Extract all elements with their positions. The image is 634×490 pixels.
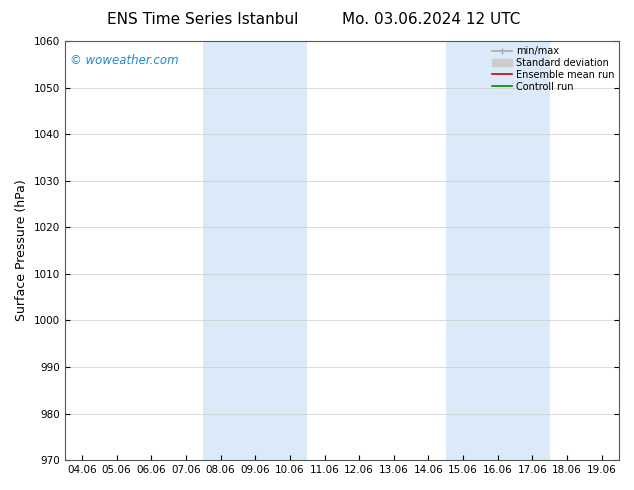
Text: © woweather.com: © woweather.com <box>70 53 179 67</box>
Y-axis label: Surface Pressure (hPa): Surface Pressure (hPa) <box>15 180 28 321</box>
Legend: min/max, Standard deviation, Ensemble mean run, Controll run: min/max, Standard deviation, Ensemble me… <box>489 43 617 95</box>
Bar <box>446 41 550 460</box>
Bar <box>204 41 307 460</box>
Text: ENS Time Series Istanbul: ENS Time Series Istanbul <box>107 12 299 27</box>
Text: Mo. 03.06.2024 12 UTC: Mo. 03.06.2024 12 UTC <box>342 12 521 27</box>
